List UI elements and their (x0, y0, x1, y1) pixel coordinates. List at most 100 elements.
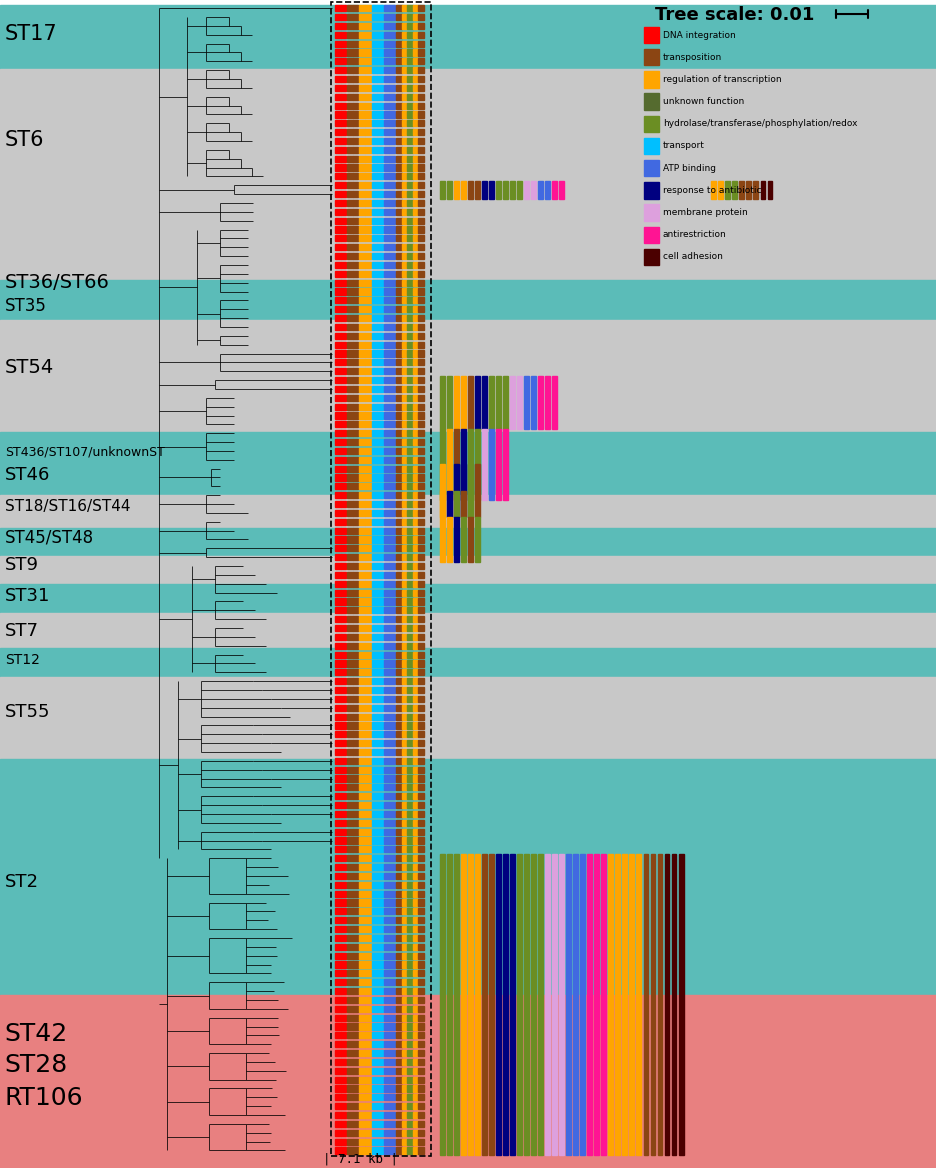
Bar (377, 385, 383, 392)
Bar (365, 315, 371, 321)
Bar (418, 1068, 424, 1073)
Bar (389, 23, 395, 29)
Bar (359, 607, 365, 613)
Bar (347, 244, 353, 250)
Bar (359, 1139, 365, 1145)
Bar (402, 341, 407, 348)
Bar (407, 395, 413, 401)
Bar (335, 49, 341, 56)
Bar (341, 209, 346, 215)
Bar (372, 395, 377, 401)
Bar (384, 41, 389, 47)
Bar (359, 173, 365, 180)
Bar (407, 192, 413, 197)
Bar (413, 1121, 418, 1127)
Bar (347, 385, 353, 392)
Bar (389, 93, 395, 99)
Bar (341, 722, 346, 729)
Bar (396, 847, 402, 853)
Bar (413, 899, 418, 905)
Bar (372, 103, 377, 109)
Bar (365, 350, 371, 356)
Bar (341, 173, 346, 180)
Bar (402, 368, 407, 374)
Bar (402, 1015, 407, 1021)
Bar (377, 536, 383, 543)
Bar (407, 1094, 413, 1100)
Bar (359, 953, 365, 959)
Bar (402, 1094, 407, 1100)
Bar (413, 687, 418, 693)
Bar (389, 996, 395, 1003)
Bar (475, 854, 480, 1155)
Bar (407, 130, 413, 135)
Bar (418, 279, 424, 286)
Bar (418, 616, 424, 623)
Bar (353, 837, 358, 843)
Bar (341, 953, 346, 959)
Bar (377, 704, 383, 711)
Bar (413, 598, 418, 605)
Bar (407, 227, 413, 232)
Bar (396, 111, 402, 118)
Bar (353, 377, 358, 383)
Bar (389, 227, 395, 232)
Bar (418, 253, 424, 259)
Bar (418, 147, 424, 153)
Bar (418, 58, 424, 64)
Bar (396, 837, 402, 843)
Bar (353, 5, 358, 12)
Bar (335, 466, 341, 472)
Bar (365, 528, 371, 534)
Bar (372, 872, 377, 880)
Bar (365, 501, 371, 507)
Bar (407, 820, 413, 826)
Bar (418, 1077, 424, 1083)
Bar (372, 85, 377, 91)
Bar (341, 385, 346, 392)
Bar (372, 430, 377, 437)
Bar (365, 288, 371, 294)
Bar (377, 76, 383, 82)
Bar (407, 244, 413, 250)
Bar (341, 377, 346, 383)
Bar (396, 971, 402, 976)
Bar (341, 412, 346, 418)
Bar (0, 677, 936, 759)
Bar (359, 590, 365, 596)
Bar (341, 899, 346, 905)
Bar (389, 235, 395, 242)
Bar (359, 76, 365, 82)
Bar (396, 76, 402, 82)
Bar (341, 528, 346, 534)
Bar (335, 182, 341, 188)
Bar (384, 253, 389, 259)
Bar (413, 111, 418, 118)
Bar (384, 572, 389, 578)
Bar (359, 341, 365, 348)
Bar (389, 404, 395, 410)
Bar (335, 5, 341, 12)
Bar (335, 519, 341, 524)
Bar (384, 1068, 389, 1073)
Bar (341, 439, 346, 445)
Bar (341, 501, 346, 507)
Bar (418, 934, 424, 941)
Bar (407, 536, 413, 543)
Bar (468, 376, 473, 429)
Bar (353, 182, 358, 188)
Bar (365, 1041, 371, 1048)
Bar (335, 642, 341, 648)
Bar (384, 1147, 389, 1154)
Bar (389, 385, 395, 392)
Bar (365, 235, 371, 242)
Bar (510, 181, 515, 199)
Bar (353, 1059, 358, 1065)
Bar (402, 971, 407, 976)
Bar (389, 536, 395, 543)
Bar (347, 598, 353, 605)
Bar (384, 953, 389, 959)
Bar (384, 802, 389, 808)
Bar (359, 820, 365, 826)
Bar (413, 147, 418, 153)
